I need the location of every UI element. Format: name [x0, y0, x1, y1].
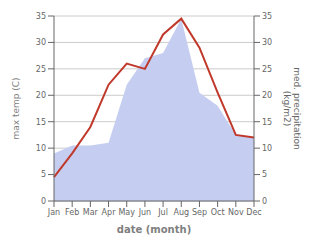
svg-text:Jun: Jun — [138, 208, 152, 217]
svg-text:0: 0 — [262, 197, 267, 206]
svg-text:Dec: Dec — [246, 208, 261, 217]
svg-text:Feb: Feb — [65, 208, 79, 217]
svg-text:5: 5 — [41, 170, 46, 179]
svg-text:0: 0 — [41, 197, 46, 206]
svg-text:30: 30 — [36, 38, 46, 47]
svg-text:Jul: Jul — [157, 208, 168, 217]
svg-text:25: 25 — [36, 65, 46, 74]
svg-text:Mar: Mar — [83, 208, 99, 217]
svg-text:10: 10 — [262, 144, 272, 153]
svg-text:35: 35 — [262, 12, 272, 21]
svg-text:med. precipitation(kg/m2): med. precipitation(kg/m2) — [282, 67, 302, 149]
svg-text:Nov: Nov — [228, 208, 244, 217]
svg-text:20: 20 — [36, 91, 46, 100]
svg-text:Sep: Sep — [192, 208, 207, 217]
svg-text:15: 15 — [262, 118, 272, 127]
svg-text:May: May — [118, 208, 135, 217]
svg-text:Apr: Apr — [102, 208, 117, 217]
svg-text:5: 5 — [262, 170, 267, 179]
svg-text:30: 30 — [262, 38, 272, 47]
svg-text:20: 20 — [262, 91, 272, 100]
svg-text:Aug: Aug — [173, 208, 189, 217]
svg-text:Jan: Jan — [47, 208, 60, 217]
svg-text:date (month): date (month) — [117, 224, 191, 235]
svg-text:35: 35 — [36, 12, 46, 21]
svg-text:10: 10 — [36, 144, 46, 153]
svg-text:15: 15 — [36, 118, 46, 127]
svg-text:Oct: Oct — [211, 208, 225, 217]
svg-text:25: 25 — [262, 65, 272, 74]
svg-text:max temp (C): max temp (C) — [11, 77, 21, 139]
